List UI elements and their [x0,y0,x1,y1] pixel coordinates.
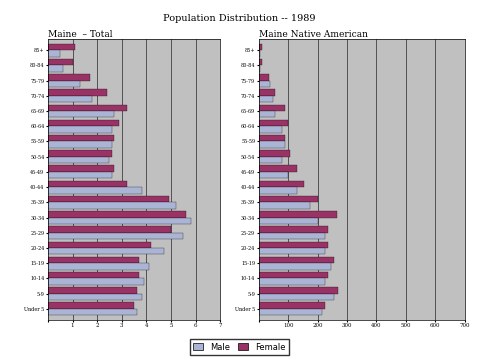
Bar [259,187,297,194]
Bar [48,233,183,239]
Bar [259,50,260,57]
Bar [259,59,262,65]
Bar [48,44,75,50]
Bar [259,242,328,248]
Bar [259,89,275,96]
Bar [48,211,186,218]
Bar [259,257,334,263]
Bar [259,287,338,294]
Bar [48,172,112,178]
Bar [259,141,285,148]
Legend: Male, Female: Male, Female [190,339,289,355]
Bar [48,187,141,194]
Bar [48,150,112,157]
Text: Maine  – Total: Maine – Total [48,30,113,39]
Text: Maine Native American: Maine Native American [259,30,368,39]
Bar [259,172,288,178]
Bar [48,157,110,163]
Bar [48,111,114,117]
Bar [259,294,334,300]
Bar [48,165,114,172]
Bar [48,135,114,141]
Bar [48,218,191,224]
Bar [259,272,328,279]
Bar [48,309,137,315]
Bar [259,120,288,126]
Bar [259,135,285,141]
Bar [48,279,144,285]
Bar [259,226,328,233]
Bar [48,196,169,202]
Bar [48,202,176,209]
Bar [259,196,318,202]
Bar [48,126,112,133]
Bar [259,74,269,80]
Bar [48,263,149,270]
Bar [48,74,90,80]
Bar [48,50,60,57]
Bar [48,248,164,255]
Bar [259,104,285,111]
Bar [48,272,139,279]
Bar [259,302,325,309]
Bar [48,226,171,233]
Bar [259,181,304,187]
Bar [48,141,112,148]
Bar [48,294,141,300]
Bar [48,120,119,126]
Bar [48,96,92,102]
Bar [259,65,260,72]
Bar [259,279,325,285]
Bar [259,248,325,255]
Bar [259,263,331,270]
Bar [48,89,107,96]
Bar [259,80,271,87]
Bar [259,157,282,163]
Bar [48,104,127,111]
Text: Population Distribution -- 1989: Population Distribution -- 1989 [163,14,316,23]
Bar [259,202,310,209]
Bar [259,111,275,117]
Bar [48,59,72,65]
Bar [48,65,63,72]
Bar [259,218,318,224]
Bar [48,242,151,248]
Bar [259,165,297,172]
Bar [48,181,127,187]
Bar [48,302,134,309]
Bar [259,233,325,239]
Bar [48,257,139,263]
Bar [259,211,337,218]
Bar [259,309,322,315]
Bar [48,287,137,294]
Bar [48,80,80,87]
Bar [259,126,282,133]
Bar [259,96,274,102]
Bar [259,44,262,50]
Bar [259,150,289,157]
